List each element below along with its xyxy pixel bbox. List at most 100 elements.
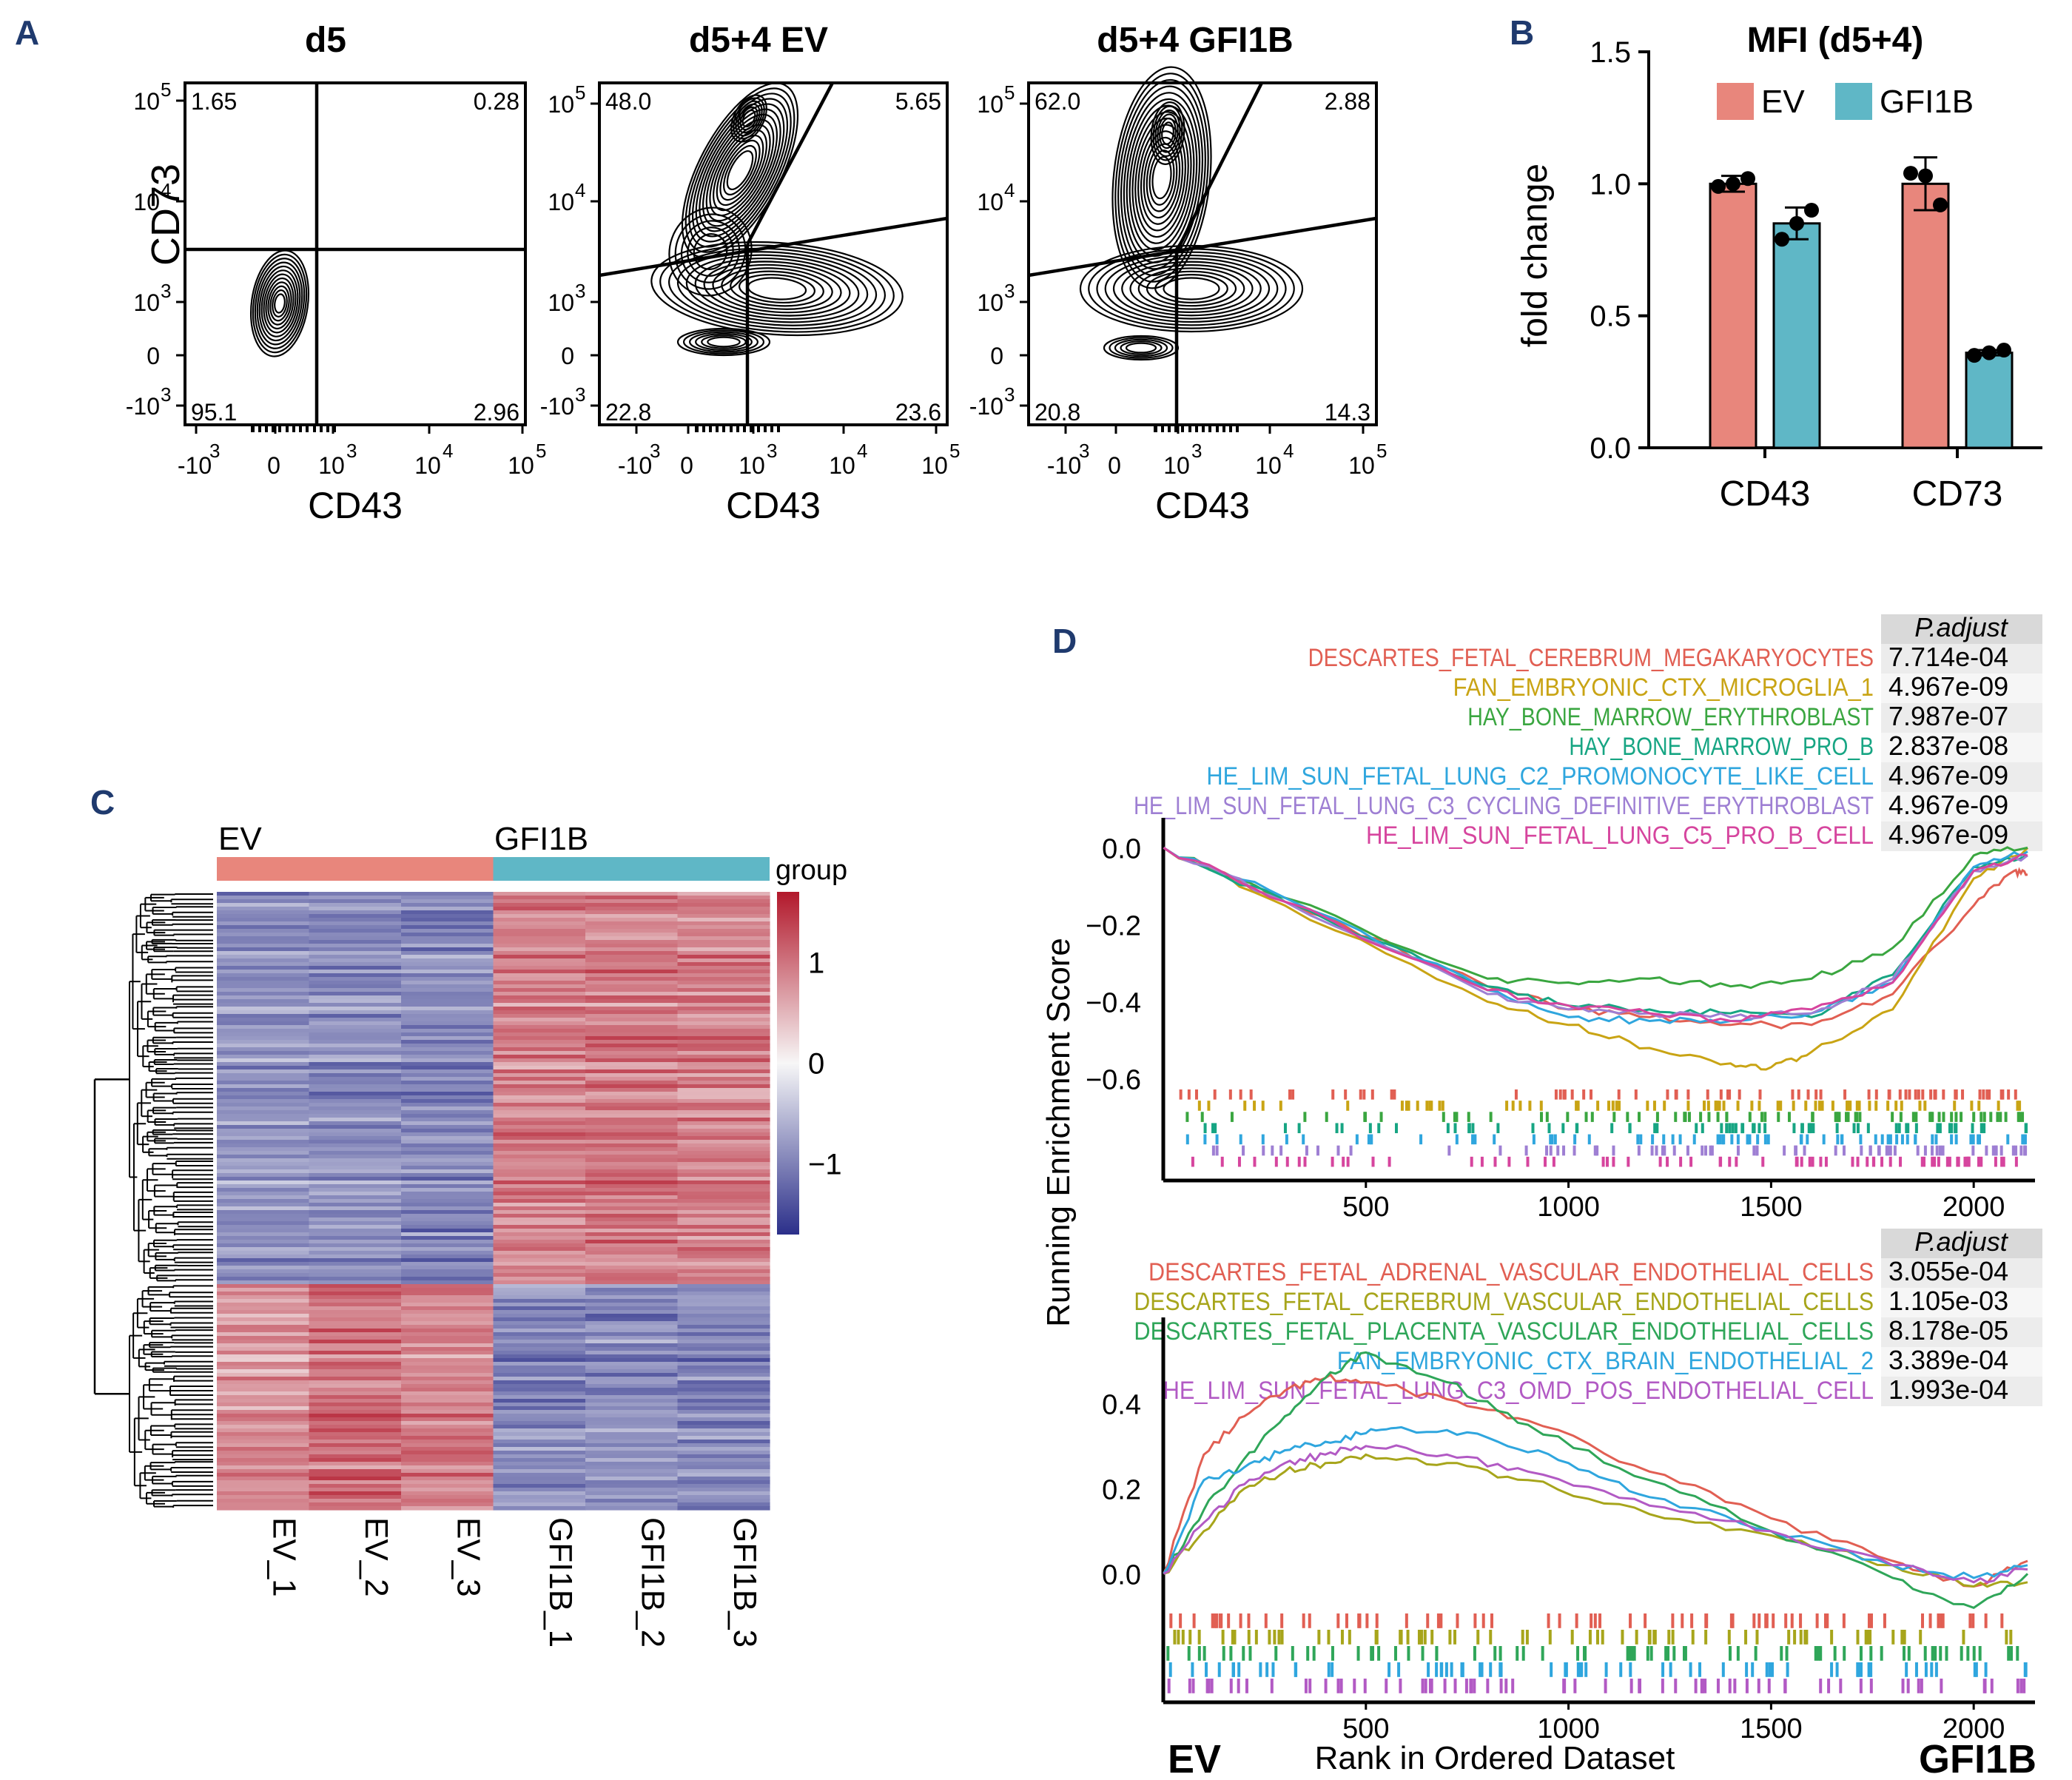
heatmap-cell — [677, 1014, 770, 1018]
heatmap-cell — [217, 1077, 310, 1081]
legend-swatch-gfi1b — [1835, 83, 1872, 120]
heatmap-cell — [493, 1406, 586, 1411]
heatmap-cell — [401, 1395, 494, 1400]
heatmap-cell — [309, 1403, 402, 1407]
heatmap-cell — [217, 1436, 310, 1440]
heatmap-cell — [493, 958, 586, 963]
heatmap-cell — [585, 1258, 679, 1263]
contour-line — [650, 241, 904, 337]
heatmap-cell — [585, 1414, 679, 1418]
heatmap-cell — [493, 1284, 586, 1289]
legend-label-ev: EV — [1761, 84, 1805, 120]
heatmap-cell — [401, 1255, 494, 1259]
heatmap-cell — [585, 984, 679, 989]
heatmap-cell — [217, 914, 310, 918]
heatmap-cell — [585, 910, 679, 915]
heatmap-column-label: EV_2 — [358, 1517, 394, 1597]
gene-set-name: FAN_EMBRYONIC_CTX_BRAIN_ENDOTHELIAL_2 — [1337, 1347, 1874, 1375]
heatmap-cell — [401, 1169, 494, 1174]
heatmap-cell — [677, 1221, 770, 1226]
replicate-point — [1789, 215, 1804, 231]
heatmap-cell — [309, 1021, 402, 1026]
heatmap-cell — [493, 1169, 586, 1174]
heatmap-cell — [493, 1255, 586, 1259]
x-tick-label: 10 — [1348, 452, 1375, 479]
heatmap-cell — [401, 1055, 494, 1059]
flow-x-axis-label: CD43 — [1155, 485, 1250, 526]
heatmap-cell — [677, 988, 770, 993]
heatmap-cell — [217, 1336, 310, 1340]
heatmap-cell — [217, 1384, 310, 1388]
heatmap-cell — [401, 1206, 494, 1211]
heatmap-cell — [677, 1036, 770, 1041]
heatmap-cell — [493, 973, 586, 978]
heatmap-cell — [309, 1095, 402, 1100]
heatmap-cell — [309, 1373, 402, 1377]
padj-row-bg — [1881, 674, 2042, 703]
contour-line — [741, 109, 756, 128]
heatmap-cell — [585, 1251, 679, 1255]
heatmap-cell — [309, 1480, 402, 1485]
heatmap-cell — [493, 947, 586, 952]
heatmap-cell — [217, 1488, 310, 1492]
contour-line — [1143, 136, 1181, 219]
heatmap-cell — [585, 1440, 679, 1444]
heatmap-cell — [309, 1506, 402, 1511]
heatmap-cell — [401, 1288, 494, 1292]
heatmap-cell — [677, 1021, 770, 1026]
y-tick-label: 10 — [977, 289, 1003, 316]
heatmap-cell — [309, 1347, 402, 1351]
heatmap-cell — [401, 992, 494, 996]
contour-line — [702, 113, 778, 227]
heatmap-cell — [309, 977, 402, 981]
heatmap-cell — [217, 1502, 310, 1507]
heatmap-cell — [585, 1155, 679, 1159]
gene-set-name: HE_LIM_SUN_FETAL_LUNG_C2_PROMONOCYTE_LIK… — [1206, 762, 1874, 790]
contour-line — [676, 327, 771, 357]
heatmap-cell — [217, 1073, 310, 1078]
rank-axis-label: Rank in Ordered Dataset — [1315, 1740, 1675, 1776]
heatmap-cell — [677, 1099, 770, 1104]
heatmap-cell — [401, 1351, 494, 1355]
heatmap-cell — [401, 1210, 494, 1215]
heatmap-cell — [493, 1273, 586, 1277]
contour-line — [688, 93, 792, 248]
heatmap-cell — [493, 1206, 586, 1211]
heatmap-cell — [493, 1395, 586, 1400]
heatmap-cell — [309, 999, 402, 1004]
bar-gfi1b-cd43 — [1772, 222, 1821, 449]
heatmap-cell — [401, 940, 494, 944]
heatmap-cell — [585, 1480, 679, 1485]
heatmap-cell — [401, 1088, 494, 1092]
x-tick-label: -10 — [618, 452, 652, 479]
heatmap-cell — [493, 1240, 586, 1244]
heatmap-cell — [217, 1247, 310, 1252]
heatmap-cell — [585, 1232, 679, 1237]
heatmap-cell — [401, 1280, 494, 1285]
heatmap-cell — [493, 1343, 586, 1348]
heatmap-cell — [677, 1092, 770, 1096]
heatmap-cell — [677, 1055, 770, 1059]
heatmap-cell — [309, 1055, 402, 1059]
heatmap-cell — [493, 992, 586, 996]
heatmap-cell — [217, 1258, 310, 1263]
heatmap-cell — [585, 1362, 679, 1366]
heatmap-cell — [401, 1303, 494, 1307]
heatmap-cell — [585, 1255, 679, 1259]
heatmap-cell — [585, 1095, 679, 1100]
heatmap-cell — [585, 933, 679, 937]
heatmap-cell — [309, 1084, 402, 1089]
heatmap-cell — [309, 1473, 402, 1477]
x-tick-label: 1500 — [1740, 1713, 1803, 1744]
heatmap-cell — [309, 1502, 402, 1507]
heatmap-cell — [493, 1303, 586, 1307]
heatmap-cell — [677, 1180, 770, 1185]
padj-header-cell — [1881, 614, 2042, 644]
heatmap-cell — [677, 1451, 770, 1455]
contour-line — [269, 285, 290, 322]
heatmap-cell — [217, 1369, 310, 1374]
padj-value: 7.987e-07 — [1888, 701, 2008, 731]
heatmap-cell — [585, 1103, 679, 1107]
heatmap-cell — [401, 1480, 494, 1485]
